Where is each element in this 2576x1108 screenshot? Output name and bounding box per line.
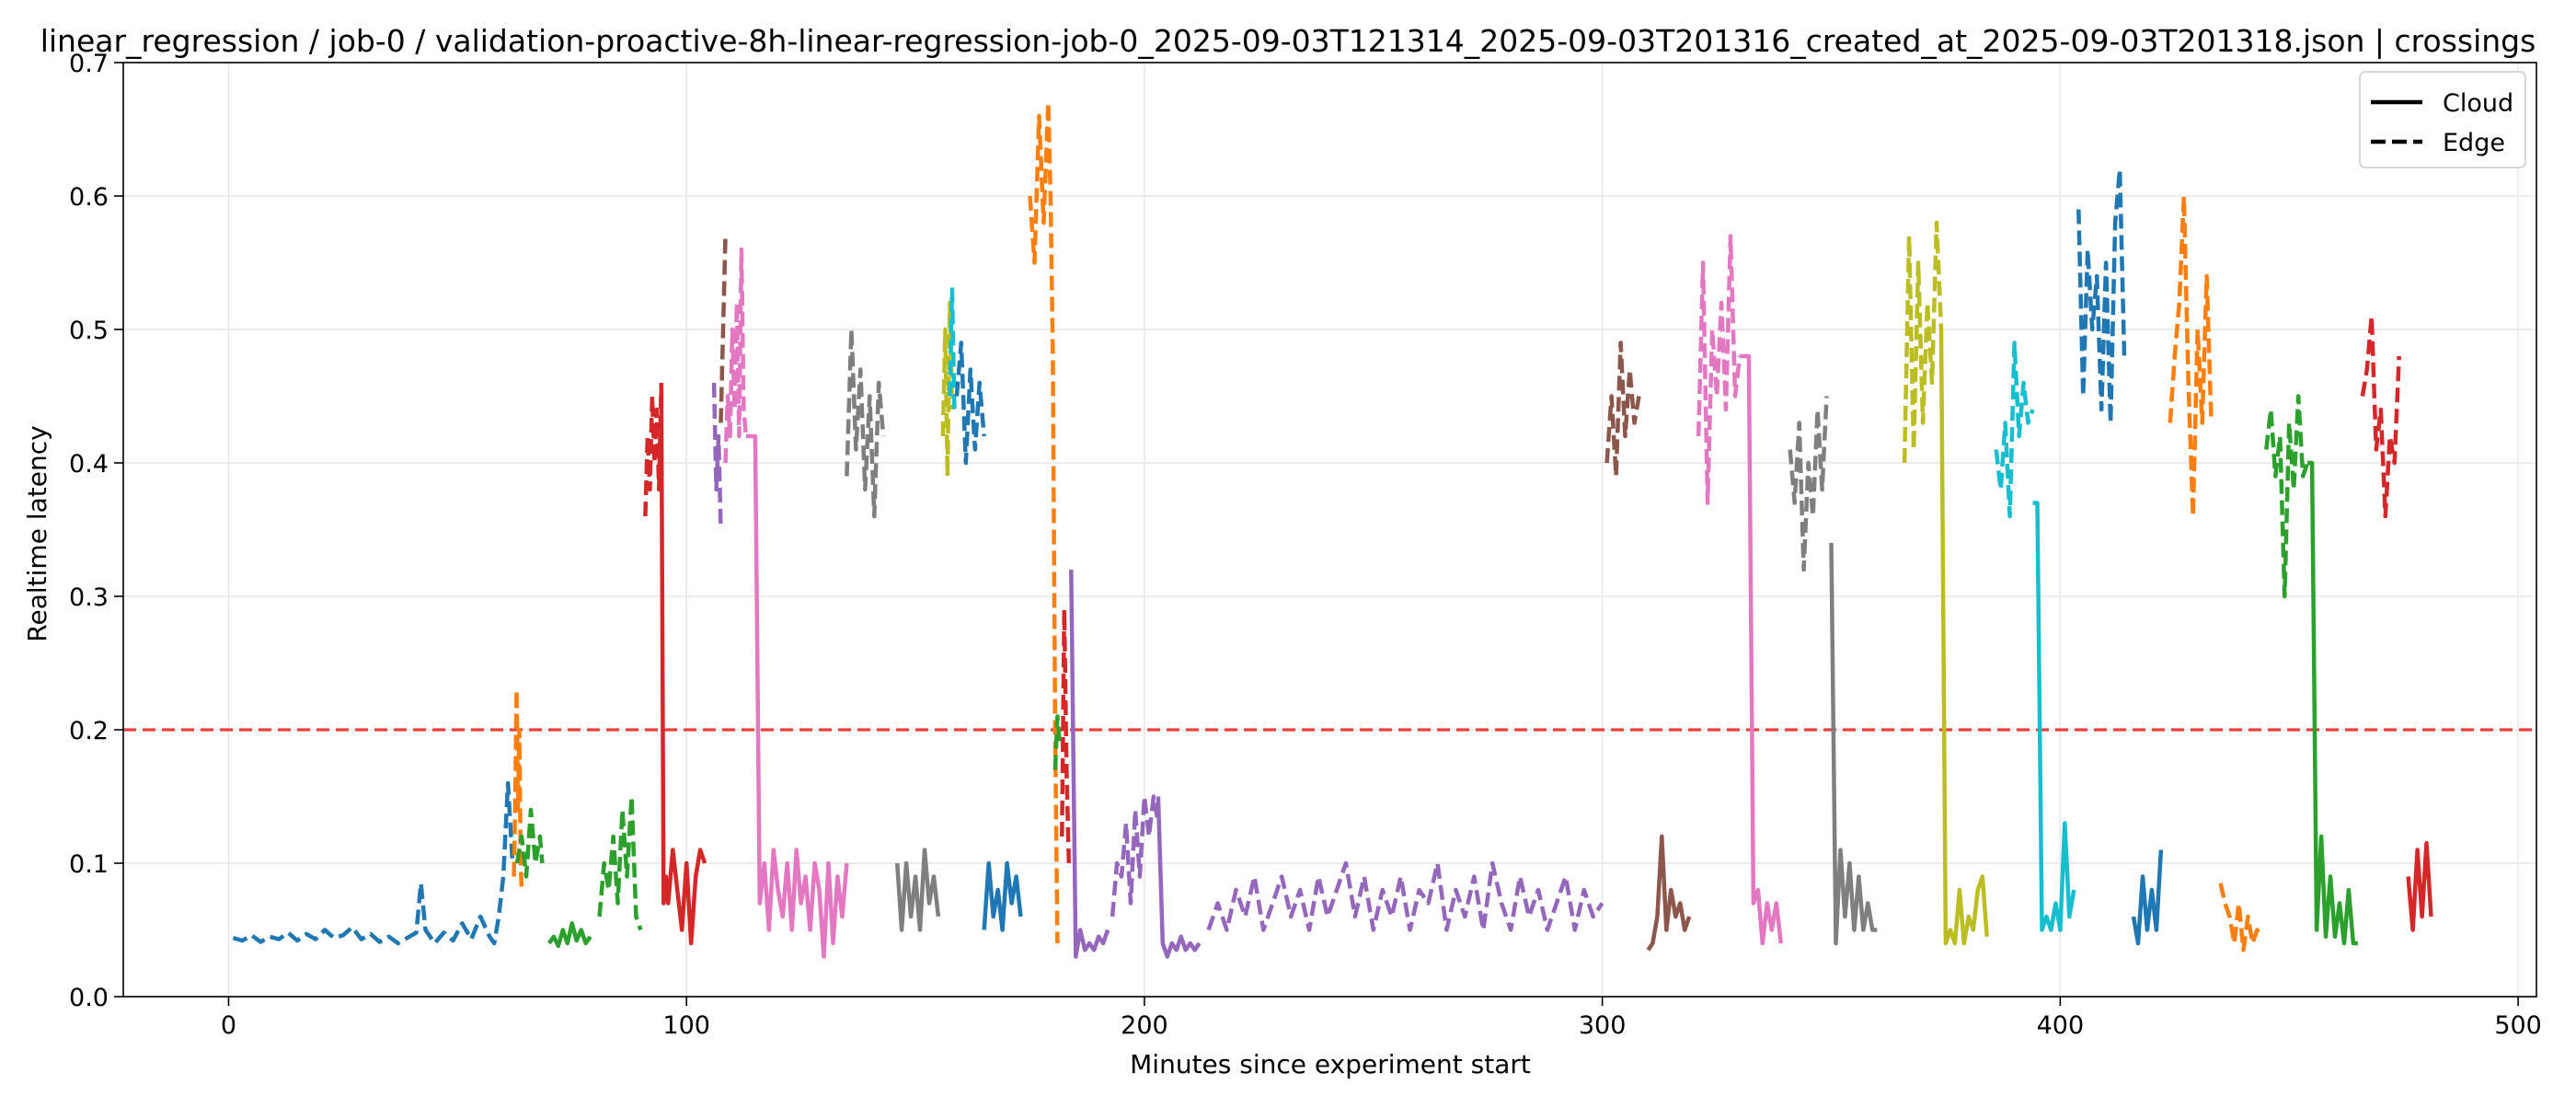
y-axis-ticks: 0.0 0.1 0.2 0.3 0.4 0.5 0.6 0.7 [69, 50, 123, 1012]
series-layer [232, 100, 2433, 959]
series-line-40-edge [2360, 314, 2401, 519]
series-line-38-edge [2264, 394, 2310, 599]
y-tick-label: 0.6 [69, 183, 109, 212]
series-line-25-cloud [1646, 834, 1692, 952]
series-line-22-cloud [1156, 796, 1202, 959]
series-line-37-edge [2218, 883, 2264, 952]
series-line-29-cloud [1829, 542, 1878, 946]
series-line-13-edge [940, 300, 955, 479]
series-line-30-edge [1902, 220, 1944, 464]
x-axis-ticks: 0 100 200 300 400 500 [221, 997, 2542, 1040]
series-line-39-cloud [2307, 460, 2358, 946]
series-line-6-cloud [659, 382, 707, 946]
x-tick-label: 100 [662, 1011, 710, 1040]
series-line-12-cloud [894, 848, 941, 932]
series-line-24-edge [1604, 340, 1641, 479]
series-line-21-edge [1110, 794, 1161, 918]
series-line-20-cloud [1069, 569, 1110, 959]
chart-title: linear_regression / job-0 / validation-p… [40, 23, 2536, 59]
series-line-2-edge [514, 807, 545, 879]
series-line-28-edge [1788, 396, 1829, 572]
y-tick-label: 0.1 [69, 850, 109, 879]
series-line-32-edge [1994, 340, 2035, 519]
legend-edge-label: Edge [2443, 129, 2505, 157]
series-line-15-edge [954, 340, 986, 466]
y-tick-label: 0.0 [69, 984, 109, 1012]
series-line-17-edge [1028, 100, 1060, 944]
series-line-26-edge [1696, 234, 1742, 505]
y-tick-label: 0.3 [69, 583, 109, 612]
legend-cloud-label: Cloud [2443, 89, 2513, 118]
series-line-33-cloud [2032, 501, 2076, 932]
legend: Cloud Edge [2359, 71, 2526, 168]
series-line-27-cloud [1740, 353, 1784, 946]
x-tick-label: 0 [221, 1011, 236, 1040]
plot-frame [122, 62, 2537, 998]
series-line-18-edge [1052, 714, 1063, 770]
y-tick-label: 0.5 [69, 317, 109, 345]
series-line-34-edge [2076, 167, 2127, 425]
series-line-23-edge [1206, 860, 1604, 932]
series-line-11-edge [845, 327, 886, 519]
series-line-35-cloud [2131, 849, 2164, 946]
series-line-7-edge [711, 382, 723, 530]
y-axis-label: Realtime latency [22, 425, 52, 641]
x-tick-label: 200 [1121, 1011, 1168, 1040]
y-tick-label: 0.2 [69, 717, 109, 745]
series-line-10-cloud [745, 433, 849, 959]
series-line-41-cloud [2406, 841, 2433, 932]
series-line-14-edge [948, 287, 957, 410]
series-line-0-edge [232, 780, 515, 946]
x-tick-label: 500 [2494, 1011, 2542, 1040]
x-tick-label: 300 [1579, 1011, 1627, 1040]
series-line-4-edge [597, 794, 643, 931]
series-line-36-edge [2168, 193, 2214, 519]
y-tick-label: 0.7 [69, 50, 109, 78]
series-line-5-edge [643, 382, 664, 517]
series-line-9-edge [723, 247, 749, 464]
series-line-16-cloud [982, 860, 1023, 932]
x-tick-label: 400 [2037, 1011, 2085, 1040]
series-line-3-cloud [547, 921, 592, 949]
y-tick-label: 0.4 [69, 450, 109, 479]
series-line-1-edge [512, 687, 524, 891]
x-axis-label: Minutes since experiment start [1130, 1049, 1531, 1079]
series-line-31-cloud [1938, 329, 1989, 946]
series-line-19-edge [1060, 607, 1072, 864]
series-line-8-edge [719, 236, 728, 423]
